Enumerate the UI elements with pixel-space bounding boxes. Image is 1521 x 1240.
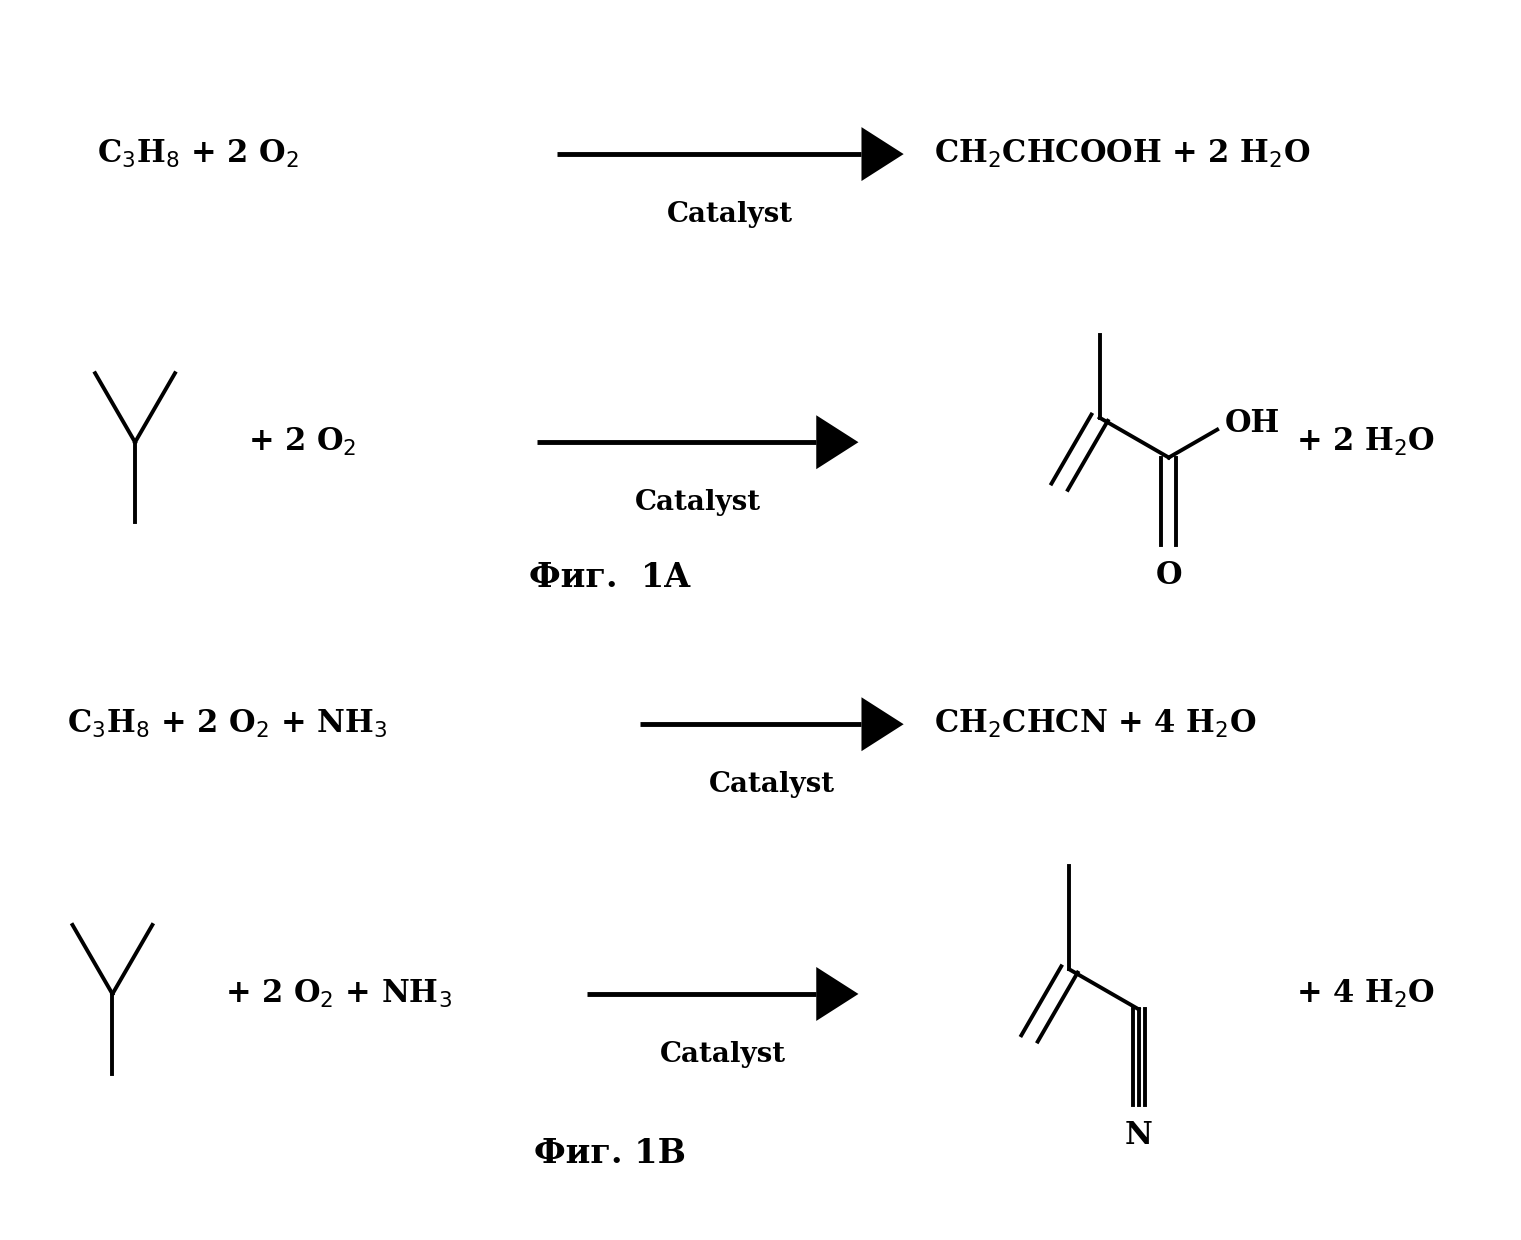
Text: Catalyst: Catalyst (709, 771, 835, 797)
Text: Catalyst: Catalyst (660, 1040, 786, 1068)
Text: CH$_2$CHCOOH + 2 H$_2$O: CH$_2$CHCOOH + 2 H$_2$O (934, 138, 1311, 170)
Polygon shape (861, 697, 903, 751)
Text: N: N (1124, 1120, 1153, 1151)
Polygon shape (861, 128, 903, 181)
Text: C$_3$H$_8$ + 2 O$_2$: C$_3$H$_8$ + 2 O$_2$ (97, 138, 300, 170)
Polygon shape (817, 415, 858, 469)
Text: Фиг. 1B: Фиг. 1B (534, 1137, 686, 1169)
Text: + 2 H$_2$O: + 2 H$_2$O (1296, 427, 1434, 459)
Text: CH$_2$CHCN + 4 H$_2$O: CH$_2$CHCN + 4 H$_2$O (934, 708, 1256, 740)
Text: + 2 O$_2$: + 2 O$_2$ (248, 427, 356, 459)
Text: Catalyst: Catalyst (668, 201, 794, 228)
Text: + 4 H$_2$O: + 4 H$_2$O (1296, 978, 1434, 1011)
Text: + 2 O$_2$ + NH$_3$: + 2 O$_2$ + NH$_3$ (225, 978, 452, 1011)
Text: C$_3$H$_8$ + 2 O$_2$ + NH$_3$: C$_3$H$_8$ + 2 O$_2$ + NH$_3$ (67, 708, 388, 740)
Text: O: O (1156, 560, 1182, 591)
Text: OH: OH (1224, 408, 1281, 439)
Text: Фиг.  1A: Фиг. 1A (529, 560, 691, 594)
Text: Catalyst: Catalyst (634, 489, 760, 516)
Polygon shape (817, 967, 858, 1021)
